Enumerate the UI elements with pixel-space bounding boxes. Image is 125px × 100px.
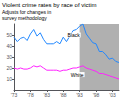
svg-text:20: 20 — [6, 65, 12, 71]
svg-text:50: 50 — [6, 32, 12, 38]
svg-text:'98: '98 — [93, 92, 100, 98]
svg-text:survey methodology: survey methodology — [2, 15, 47, 21]
svg-text:'83: '83 — [44, 92, 51, 98]
svg-text:'03: '03 — [109, 92, 116, 98]
svg-text:White: White — [71, 72, 84, 78]
svg-text:'93: '93 — [76, 92, 83, 98]
svg-text:Violent crime rates by race of: Violent crime rates by race of victim — [2, 2, 97, 8]
svg-text:'78: '78 — [27, 92, 34, 98]
svg-text:Black: Black — [68, 32, 81, 38]
svg-text:'88: '88 — [60, 92, 67, 98]
svg-text:'73: '73 — [11, 92, 18, 98]
svg-text:10: 10 — [6, 76, 12, 82]
svg-text:40: 40 — [6, 43, 12, 49]
svg-text:30: 30 — [6, 54, 12, 60]
svg-text:Adjusts for changes in: Adjusts for changes in — [2, 9, 52, 15]
